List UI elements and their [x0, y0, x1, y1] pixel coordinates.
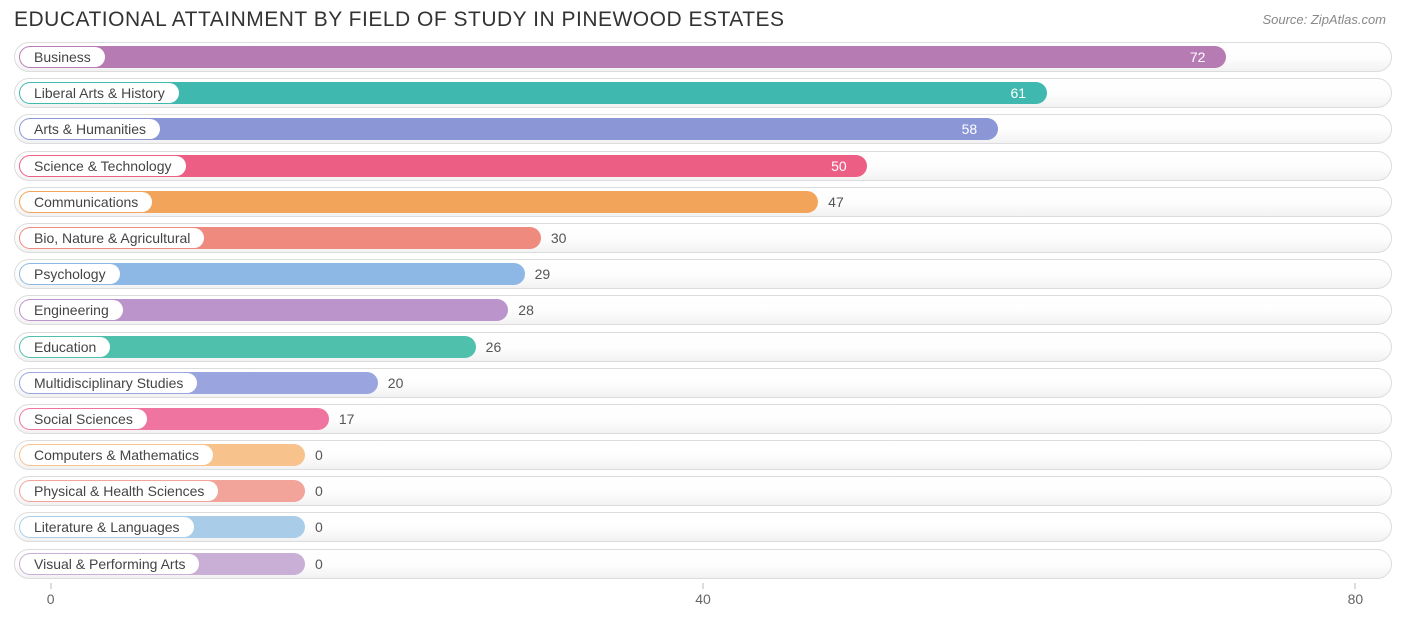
bar-row: Computers & Mathematics 0 [14, 440, 1392, 470]
bar-value: 30 [551, 224, 567, 252]
bar-value: 28 [518, 296, 534, 324]
bar-label: Computers & Mathematics [20, 445, 213, 465]
bar-label: Physical & Health Sciences [20, 481, 218, 501]
bar-label: Bio, Nature & Agricultural [20, 228, 204, 248]
bar-row: Bio, Nature & Agricultural 30 [14, 223, 1392, 253]
bar-label: Visual & Performing Arts [20, 554, 199, 574]
bar-row: Multidisciplinary Studies 20 [14, 368, 1392, 398]
bar-value: 58 [962, 115, 978, 143]
bar-row: Business 72 [14, 42, 1392, 72]
bar-row: Social Sciences 17 [14, 404, 1392, 434]
bar-label: Engineering [20, 300, 123, 320]
bar-value: 20 [388, 369, 404, 397]
bar-label: Literature & Languages [20, 517, 194, 537]
bar-row: Communications 47 [14, 187, 1392, 217]
bar-fill [19, 118, 998, 140]
bar-value: 17 [339, 405, 355, 433]
bar-value: 29 [535, 260, 551, 288]
bar-row: Engineering 28 [14, 295, 1392, 325]
bar-chart: Business 72 Liberal Arts & History 61 Arts &… [0, 36, 1406, 579]
bar-row: Literature & Languages 0 [14, 512, 1392, 542]
bar-row: Psychology 29 [14, 259, 1392, 289]
axis-tick-label: 80 [1348, 591, 1364, 607]
bar-label: Education [20, 337, 110, 357]
source-attribution: Source: ZipAtlas.com [1262, 8, 1386, 27]
bar-label: Arts & Humanities [20, 119, 160, 139]
axis-tick-mark [1355, 583, 1356, 589]
bar-value: 0 [315, 550, 323, 578]
bar-row: Science & Technology 50 [14, 151, 1392, 181]
bar-label: Communications [20, 192, 152, 212]
bar-value: 26 [486, 333, 502, 361]
bar-row: Liberal Arts & History 61 [14, 78, 1392, 108]
bar-row: Visual & Performing Arts 0 [14, 549, 1392, 579]
bar-label: Psychology [20, 264, 120, 284]
bar-row: Education 26 [14, 332, 1392, 362]
bar-label: Social Sciences [20, 409, 147, 429]
x-axis: 0 40 80 [14, 585, 1392, 615]
bar-value: 0 [315, 513, 323, 541]
bar-value: 47 [828, 188, 844, 216]
axis-tick-mark [703, 583, 704, 589]
bar-row: Arts & Humanities 58 [14, 114, 1392, 144]
bar-value: 72 [1190, 43, 1206, 71]
bar-value: 50 [831, 152, 847, 180]
axis-tick-label: 0 [47, 591, 55, 607]
bar-label: Liberal Arts & History [20, 83, 179, 103]
bar-value: 61 [1011, 79, 1027, 107]
axis-tick-mark [50, 583, 51, 589]
bar-label: Science & Technology [20, 156, 186, 176]
bar-value: 0 [315, 477, 323, 505]
bar-label: Business [20, 47, 105, 67]
bar-row: Physical & Health Sciences 0 [14, 476, 1392, 506]
axis-tick-label: 40 [695, 591, 711, 607]
bar-fill [19, 46, 1226, 68]
bar-label: Multidisciplinary Studies [20, 373, 197, 393]
bar-value: 0 [315, 441, 323, 469]
page-title: EDUCATIONAL ATTAINMENT BY FIELD OF STUDY… [14, 8, 785, 32]
